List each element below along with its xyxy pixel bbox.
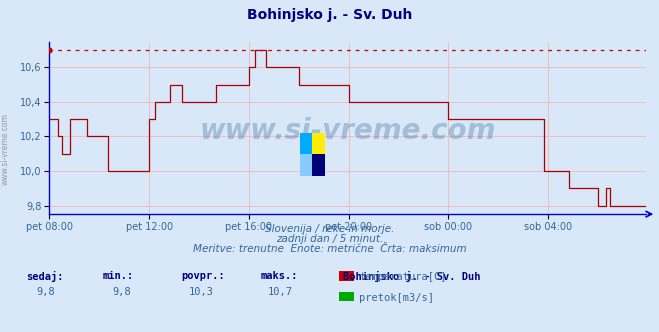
Text: Meritve: trenutne  Enote: metrične  Črta: maksimum: Meritve: trenutne Enote: metrične Črta: … [192, 244, 467, 254]
Bar [312, 133, 325, 154]
Text: pretok[m3/s]: pretok[m3/s] [359, 293, 434, 303]
Bar [300, 154, 312, 176]
Text: Bohinjsko j. - Sv. Duh: Bohinjsko j. - Sv. Duh [247, 8, 412, 22]
Bar [312, 154, 325, 176]
Text: temperatura[C]: temperatura[C] [359, 272, 447, 282]
Text: www.si-vreme.com: www.si-vreme.com [200, 117, 496, 145]
Text: www.si-vreme.com: www.si-vreme.com [1, 114, 10, 185]
Text: 9,8: 9,8 [113, 287, 131, 297]
Text: 10,7: 10,7 [268, 287, 293, 297]
Text: povpr.:: povpr.: [181, 271, 225, 281]
Text: maks.:: maks.: [260, 271, 298, 281]
Text: 9,8: 9,8 [37, 287, 55, 297]
Bar [300, 133, 312, 154]
Text: sedaj:: sedaj: [26, 271, 64, 282]
Text: 10,3: 10,3 [188, 287, 214, 297]
Text: min.:: min.: [102, 271, 133, 281]
Text: Slovenija / reke in morje.: Slovenija / reke in morje. [265, 224, 394, 234]
Text: zadnji dan / 5 minut.: zadnji dan / 5 minut. [276, 234, 383, 244]
Text: Bohinjsko j. - Sv. Duh: Bohinjsko j. - Sv. Duh [343, 271, 480, 282]
